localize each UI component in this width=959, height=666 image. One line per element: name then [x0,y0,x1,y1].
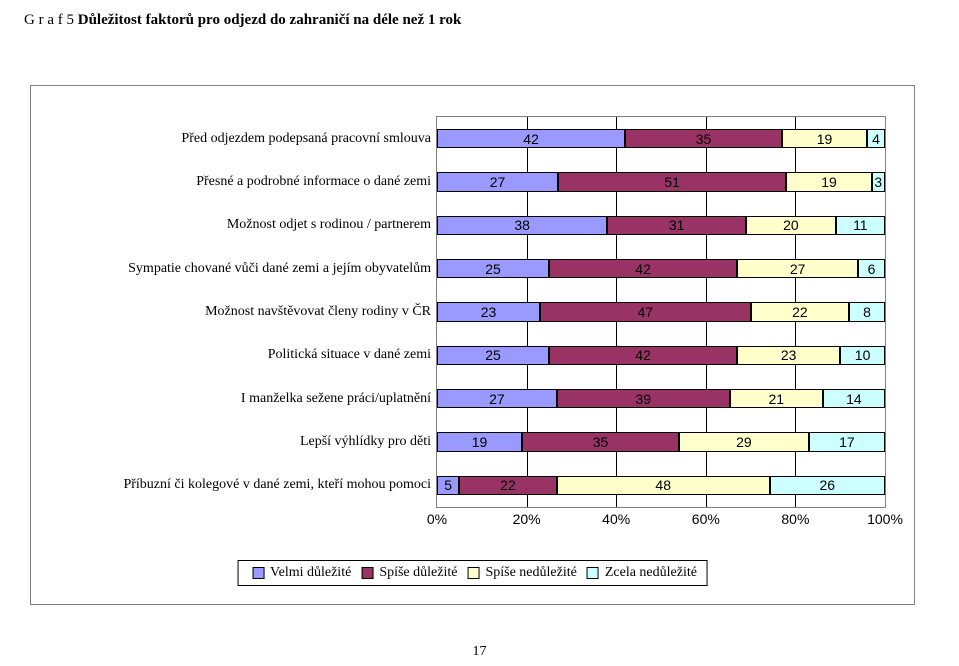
x-tick-label: 0% [427,511,447,527]
bar-row: Politická situace v dané zemi25422310 [437,346,885,366]
bar-segment: 42 [549,259,737,279]
legend-label-not-at-all: Zcela nedůležité [605,565,697,581]
bar-row: Před odjezdem podepsaná pracovní smlouva… [437,129,885,149]
bar-segment: 35 [522,432,679,452]
category-label: I manželka sežene práci/uplatnění [51,391,431,407]
x-tick-label: 100% [867,511,903,527]
bar-segment: 39 [557,389,730,409]
category-label: Sympatie chované vůči dané zemi a jejím … [51,261,431,277]
bar-segment: 11 [836,216,885,236]
bar-segment: 23 [437,302,540,322]
bar-segment: 31 [607,216,746,236]
bar-segment: 21 [730,389,823,409]
bar-row: Přesné a podrobné informace o dané zemi2… [437,172,885,192]
bar-row: Lepší výhlídky pro děti19352917 [437,432,885,452]
bar-segment: 19 [786,172,871,192]
bar-segment: 10 [840,346,885,366]
bar-segment: 26 [770,476,885,496]
legend-label-rather-not: Spíše nedůležité [485,565,576,581]
bar-row: Sympatie chované vůči dané zemi a jejím … [437,259,885,279]
bar-segment: 14 [823,389,885,409]
bar-segment: 19 [437,432,522,452]
bar-segment: 29 [679,432,809,452]
category-label: Příbuzní či kolegové v dané zemi, kteří … [51,477,431,493]
bar-segment: 22 [459,476,557,496]
bar-segment: 5 [437,476,459,496]
bar-segment: 42 [437,129,625,149]
chart-container: 0% 20% 40% 60% 80% 100% Před odjezdem podepsan… [30,85,915,605]
title-prefix: G r a f 5 [24,12,78,28]
legend-swatch-not-at-all [587,567,599,579]
bar-segment: 48 [557,476,770,496]
page-number: 17 [473,644,487,660]
bar-segment: 17 [809,432,885,452]
bar-segment: 27 [737,259,858,279]
bar-segment: 51 [558,172,786,192]
legend-swatch-rather-not [467,567,479,579]
bar-segment: 38 [437,216,607,236]
bar-segment: 19 [782,129,867,149]
bar-row: Příbuzní či kolegové v dané zemi, kteří … [437,476,885,496]
legend: Velmi důležité Spíše důležité Spíše nedů… [237,560,708,586]
legend-label-rather-important: Spíše důležité [379,565,457,581]
bar-segment: 27 [437,389,557,409]
bar-segment: 23 [737,346,840,366]
bar-row: Možnost odjet s rodinou / partnerem38312… [437,216,885,236]
x-tick-label: 20% [513,511,541,527]
category-label: Politická situace v dané zemi [51,347,431,363]
title-bold: Důležitost faktorů pro odjezd do zahrani… [78,12,462,28]
category-label: Možnost navštěvovat členy rodiny v ČR [51,304,431,320]
legend-swatch-rather-important [361,567,373,579]
bar-row: Možnost navštěvovat členy rodiny v ČR234… [437,302,885,322]
bar-segment: 3 [872,172,885,192]
category-label: Lepší výhlídky pro děti [51,434,431,450]
chart-title: G r a f 5 Důležitost faktorů pro odjezd … [24,12,935,29]
legend-label-very-important: Velmi důležité [270,565,351,581]
bar-segment: 22 [751,302,850,322]
category-label: Před odjezdem podepsaná pracovní smlouva [51,131,431,147]
bar-segment: 6 [858,259,885,279]
x-tick-label: 80% [781,511,809,527]
bar-segment: 8 [849,302,885,322]
category-label: Přesné a podrobné informace o dané zemi [51,174,431,190]
x-tick-label: 40% [602,511,630,527]
legend-swatch-very-important [252,567,264,579]
bar-row: I manželka sežene práci/uplatnění2739211… [437,389,885,409]
bar-segment: 42 [549,346,737,366]
bar-segment: 20 [746,216,836,236]
bar-segment: 35 [625,129,782,149]
bar-segment: 4 [867,129,885,149]
bar-segment: 25 [437,259,549,279]
plot-area: 0%20%40%60%80%100%Před odjezdem podepsan… [436,116,886,508]
bar-segment: 25 [437,346,549,366]
category-label: Možnost odjet s rodinou / partnerem [51,217,431,233]
bar-segment: 27 [437,172,558,192]
bar-segment: 47 [540,302,751,322]
x-tick-label: 60% [692,511,720,527]
